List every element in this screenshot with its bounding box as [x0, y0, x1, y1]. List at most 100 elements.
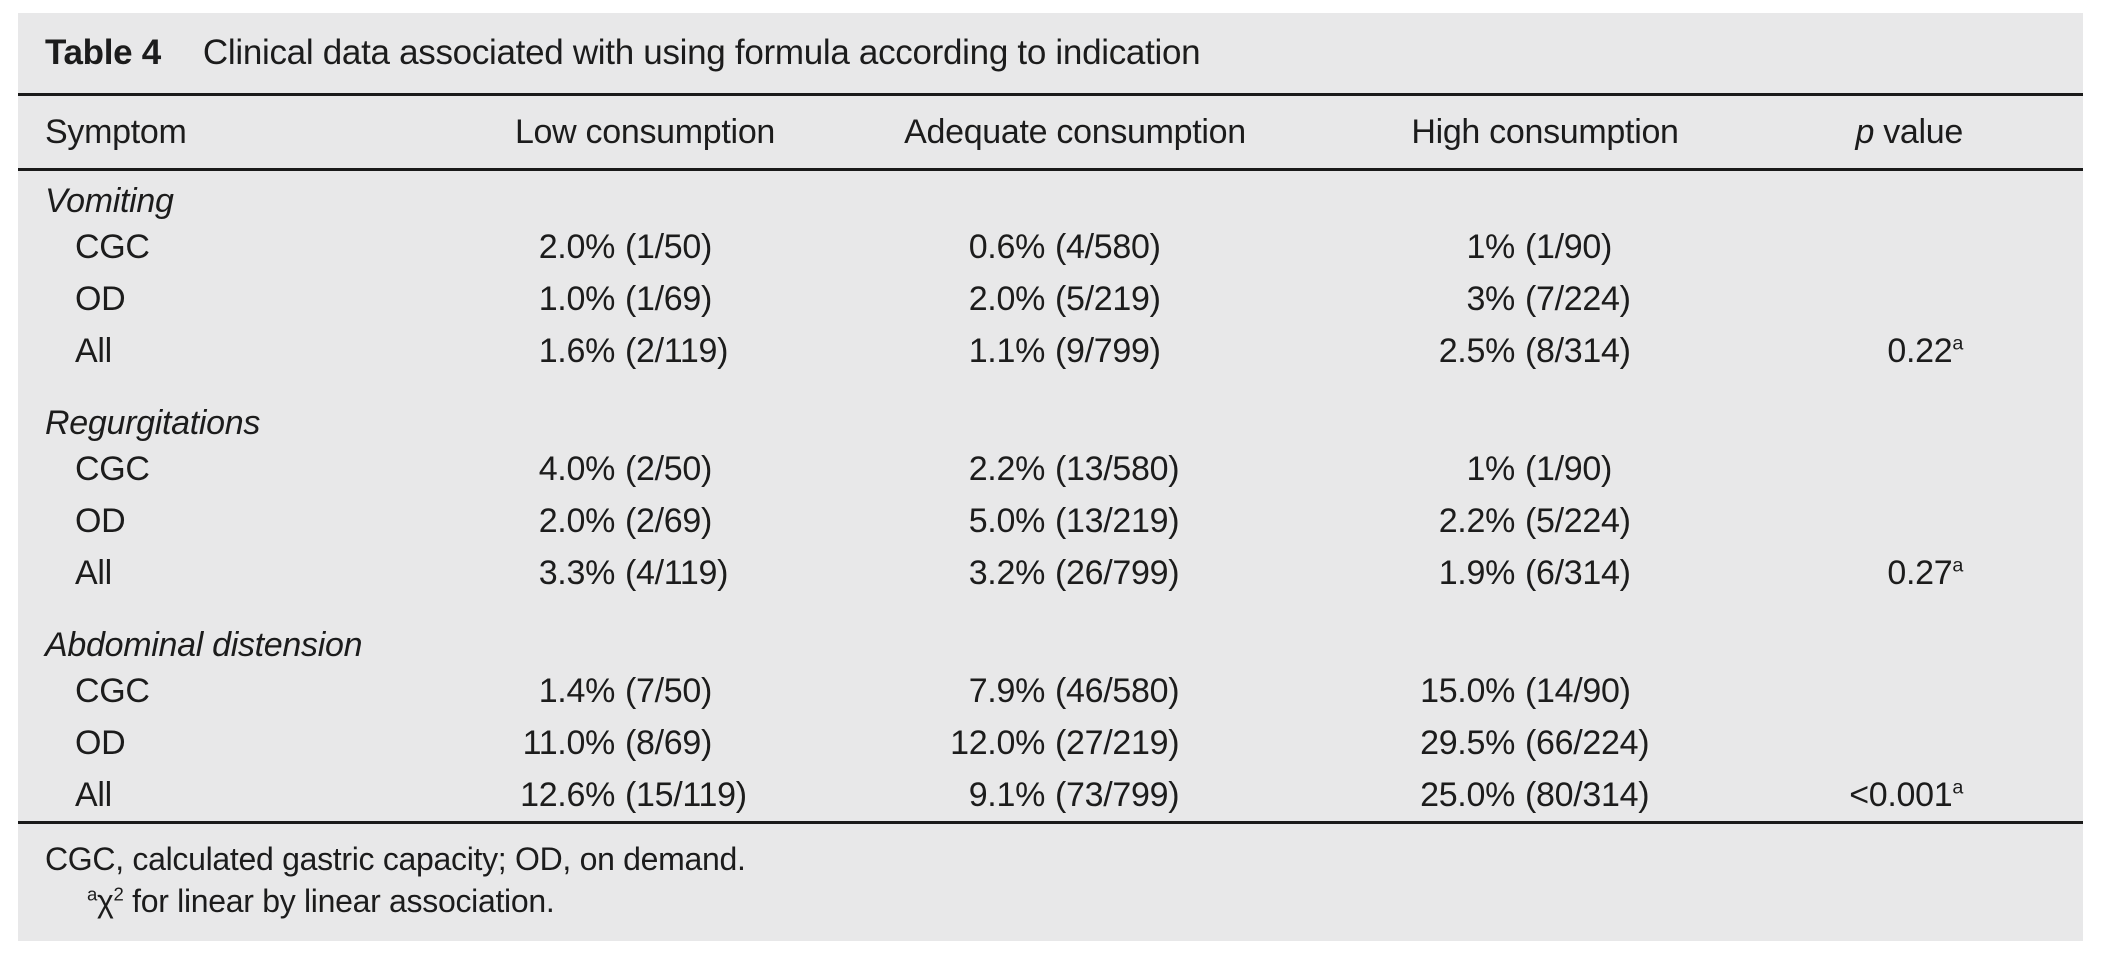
column-header-high-consumption: High consumption [1411, 112, 1679, 151]
value-fraction: (2/69) [625, 501, 713, 540]
table-title: Table 4 Clinical data associated with us… [18, 13, 2083, 93]
cell-low-consumption: 3.3% (4/119) [445, 554, 845, 593]
value-fraction: (1/50) [625, 227, 713, 266]
value-percent: 9.1% [968, 775, 1046, 814]
value-percent: 1% [1466, 227, 1515, 266]
value-percent: 15.0% [1420, 671, 1515, 710]
value-percent: 1.1% [968, 331, 1046, 370]
table-caption: Clinical data associated with using form… [202, 33, 1201, 72]
row-label: All [75, 775, 112, 814]
row-label: All [75, 553, 112, 592]
table-row: OD 2.0% (2/69) 5.0% (13/219) 2.2% (5/224) [18, 495, 2083, 547]
cell-adequate-consumption: 5.0% (13/219) [845, 502, 1305, 541]
cell-high-consumption: 1.9% (6/314) [1305, 554, 1785, 593]
row-label: OD [75, 279, 126, 318]
section-vomiting: Vomiting CGC 2.0% (1/50) 0.6% (4/580) 1% (1… [18, 181, 2083, 377]
value-percent: 2.0% [968, 279, 1046, 318]
value-fraction: (80/314) [1525, 775, 1650, 814]
cell-high-consumption: 2.5% (8/314) [1305, 332, 1785, 371]
row-label: All [75, 331, 112, 370]
value-percent: 1% [1466, 449, 1515, 488]
table-row: CGC 1.4% (7/50) 7.9% (46/580) 15.0% (14/90) [18, 665, 2083, 717]
p-value-rest: value [1874, 112, 1963, 151]
cell-adequate-consumption: 12.0% (27/219) [845, 724, 1305, 763]
table-header-row: Symptom Low consumption Adequate consump… [18, 96, 2083, 168]
value-percent: 4.0% [538, 449, 616, 488]
value-fraction: (46/580) [1055, 671, 1180, 710]
cell-low-consumption: 1.0% (1/69) [445, 280, 845, 319]
cell-high-consumption: 25.0% (80/314) [1305, 776, 1785, 815]
cell-low-consumption: 1.6% (2/119) [445, 332, 845, 371]
cell-low-consumption: 2.0% (2/69) [445, 502, 845, 541]
value-fraction: (26/799) [1055, 553, 1180, 592]
value-fraction: (6/314) [1525, 553, 1631, 592]
value-percent: 25.0% [1420, 775, 1515, 814]
section-abdominal-distension: Abdominal distension CGC 1.4% (7/50) 7.9%… [18, 625, 2083, 821]
cell-high-consumption: 15.0% (14/90) [1305, 672, 1785, 711]
cell-low-consumption: 2.0% (1/50) [445, 228, 845, 267]
divider-below-header [18, 168, 2083, 171]
cell-low-consumption: 1.4% (7/50) [445, 672, 845, 711]
table-card: Table 4 Clinical data associated with us… [18, 13, 2083, 941]
table-body: Vomiting CGC 2.0% (1/50) 0.6% (4/580) 1% (1… [18, 171, 2083, 821]
section-regurgitations: Regurgitations CGC 4.0% (2/50) 2.2% (13/58… [18, 403, 2083, 599]
value-percent: 2.0% [538, 227, 616, 266]
value-percent: 12.6% [520, 775, 615, 814]
column-header-symptom: Symptom [45, 112, 187, 151]
divider-above-footnotes [18, 821, 2083, 824]
cell-p-value: 0.27a [1785, 554, 2083, 593]
value-fraction: (8/314) [1525, 331, 1631, 370]
value-percent: 2.2% [1438, 501, 1516, 540]
value-fraction: (4/119) [625, 553, 729, 592]
row-label: CGC [75, 227, 150, 266]
value-percent: 1.4% [538, 671, 616, 710]
cell-p-value: 0.22a [1785, 332, 2083, 371]
value-percent: 1.6% [538, 331, 616, 370]
value-percent: 2.5% [1438, 331, 1516, 370]
table-number: Table 4 [45, 33, 161, 72]
table-row: All 1.6% (2/119) 1.1% (9/799) 2.5% (8/314) … [18, 325, 2083, 377]
value-fraction: (5/224) [1525, 501, 1631, 540]
section-label: Regurgitations [45, 404, 261, 442]
column-header-low-consumption: Low consumption [514, 112, 776, 151]
cell-high-consumption: 1% (1/90) [1305, 228, 1785, 267]
table-row: All 12.6% (15/119) 9.1% (73/799) 25.0% (80/… [18, 769, 2083, 821]
section-label: Abdominal distension [45, 626, 363, 664]
value-percent: 2.0% [538, 501, 616, 540]
table-row: CGC 4.0% (2/50) 2.2% (13/580) 1% (1/90) [18, 443, 2083, 495]
value-fraction: (7/50) [625, 671, 713, 710]
p-value-number: 0.27 [1887, 553, 1953, 592]
value-percent: 2.2% [968, 449, 1046, 488]
p-value-italic-p: p [1855, 112, 1875, 151]
column-header-adequate-consumption: Adequate consumption [904, 112, 1246, 151]
value-percent: 1.9% [1438, 553, 1516, 592]
value-fraction: (8/69) [625, 723, 713, 762]
cell-high-consumption: 1% (1/90) [1305, 450, 1785, 489]
value-fraction: (1/69) [625, 279, 713, 318]
cell-adequate-consumption: 7.9% (46/580) [845, 672, 1305, 711]
value-percent: 5.0% [968, 501, 1046, 540]
value-fraction: (13/219) [1055, 501, 1180, 540]
row-label: OD [75, 723, 126, 762]
cell-adequate-consumption: 2.2% (13/580) [845, 450, 1305, 489]
value-percent: 0.6% [968, 227, 1046, 266]
value-percent: 3.2% [968, 553, 1046, 592]
table-row: OD 1.0% (1/69) 2.0% (5/219) 3% (7/224) [18, 273, 2083, 325]
value-fraction: (15/119) [625, 775, 747, 814]
row-label: OD [75, 501, 126, 540]
value-percent: 3% [1466, 279, 1515, 318]
cell-adequate-consumption: 0.6% (4/580) [845, 228, 1305, 267]
value-percent: 3.3% [538, 553, 616, 592]
value-fraction: (2/50) [625, 449, 713, 488]
value-fraction: (9/799) [1055, 331, 1161, 370]
value-percent: 1.0% [538, 279, 616, 318]
cell-p-value: <0.001a [1785, 776, 2083, 815]
value-fraction: (13/580) [1055, 449, 1180, 488]
p-value-footnote-marker: a [1952, 776, 1963, 799]
footnote-chi-square: aχ2 for linear by linear association. [45, 880, 2056, 922]
table-row: CGC 2.0% (1/50) 0.6% (4/580) 1% (1/90) [18, 221, 2083, 273]
table-footnotes: CGC, calculated gastric capacity; OD, on… [18, 824, 2083, 922]
value-fraction: (66/224) [1525, 723, 1650, 762]
footnote-chi-text: for linear by linear association. [123, 883, 555, 919]
p-value-number: 0.22 [1887, 331, 1953, 370]
